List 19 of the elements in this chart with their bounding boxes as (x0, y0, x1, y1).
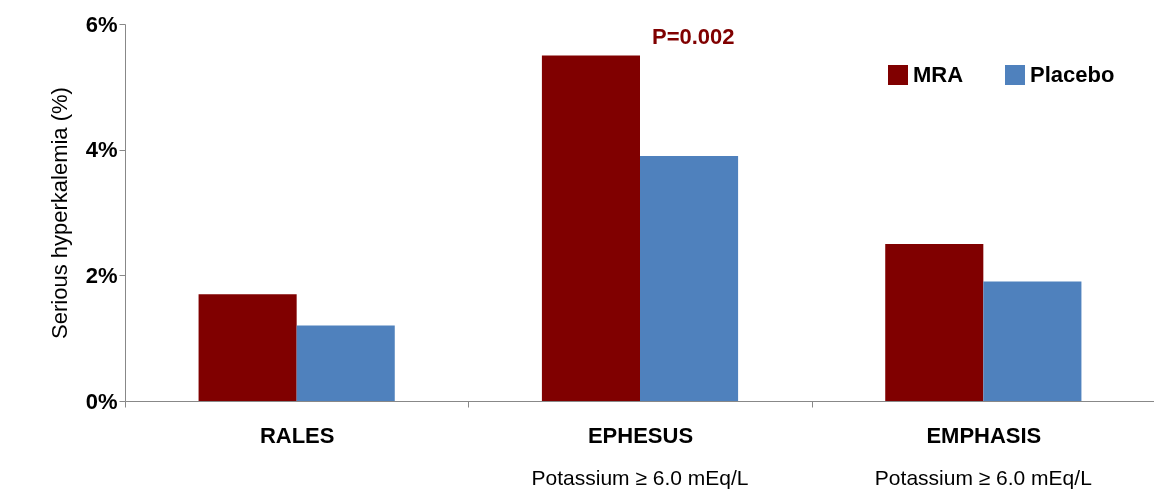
y-tick-label: 4% (85, 137, 118, 163)
annotation: P=0.002 (652, 24, 735, 50)
bar (541, 55, 640, 401)
x-tick-label: RALES (259, 422, 335, 448)
bar (198, 294, 297, 401)
x-tick-label: EPHESUS (587, 422, 694, 448)
bar (983, 281, 1082, 401)
y-tick-label: 2% (85, 262, 118, 288)
bar (885, 243, 984, 401)
text: Potassium ≥ 6.0 mEq/L (531, 466, 749, 489)
legend-label: Placebo (1030, 62, 1115, 87)
bar (296, 325, 395, 401)
bar (640, 155, 739, 401)
x-tick-label: EMPHASIS (926, 422, 1042, 448)
text: Potassium ≥ 6.0 mEq/L (874, 466, 1092, 489)
y-tick-label: 6% (85, 11, 118, 37)
y-tick-label: 0% (85, 388, 118, 414)
legend-label: MRA (913, 62, 964, 87)
y-axis-title: Serious hyperkalemia (%) (46, 87, 72, 339)
